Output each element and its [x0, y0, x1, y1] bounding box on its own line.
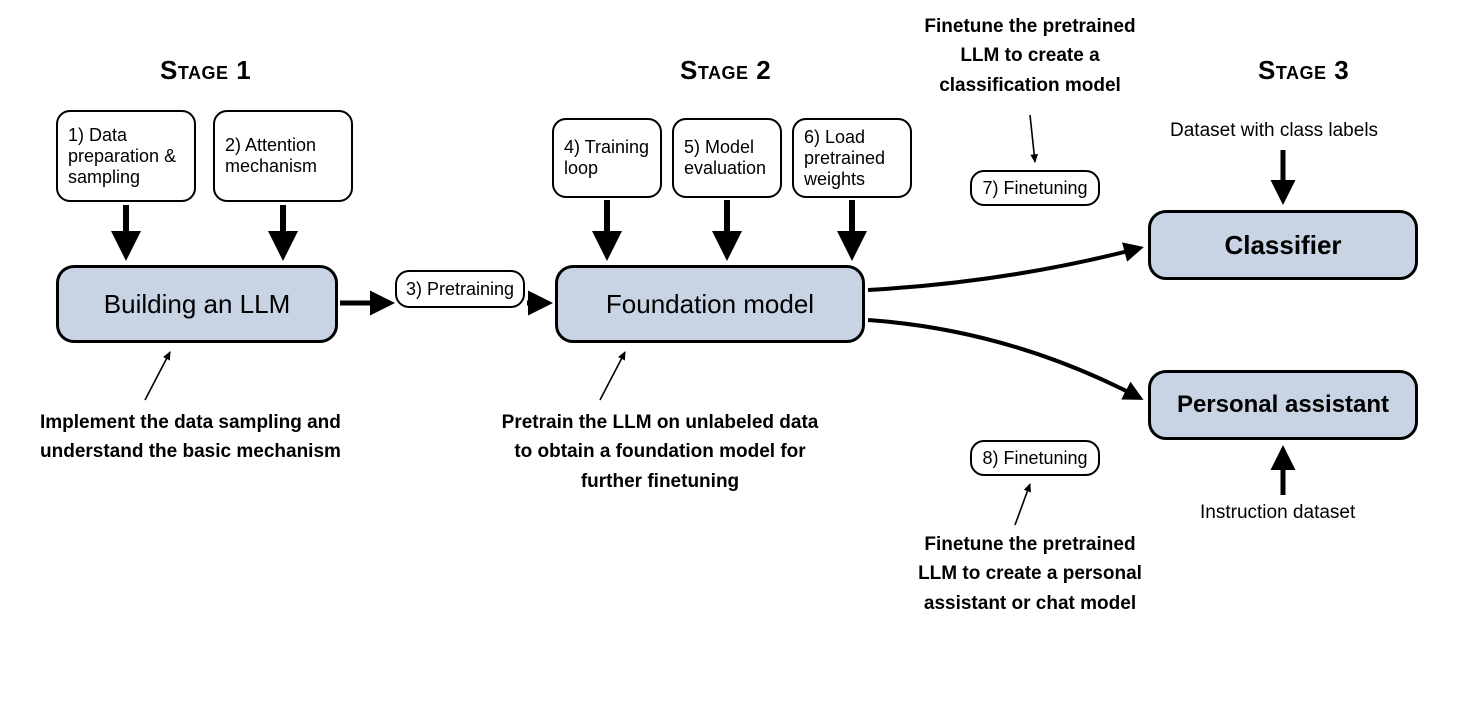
finetuning7-box: 7) Finetuning — [970, 170, 1100, 206]
training-loop-box: 4) Training loop — [552, 118, 662, 198]
building-llm-box: Building an LLM — [56, 265, 338, 343]
finetuning8-box: 8) Finetuning — [970, 440, 1100, 476]
attention-box: 2) Attention mechanism — [213, 110, 353, 202]
instruction-dataset-label: Instruction dataset — [1200, 502, 1355, 524]
classifier-label: Classifier — [1224, 230, 1341, 261]
stage2-title: Stage 2 — [680, 55, 771, 86]
data-prep-label: 1) Data preparation & sampling — [68, 125, 184, 188]
attention-label: 2) Attention mechanism — [225, 135, 341, 177]
finetune8-annotation: Finetune the pretrained LLM to create a … — [905, 530, 1155, 618]
stage2-annotation: Pretrain the LLM on unlabeled data to ob… — [500, 408, 820, 496]
finetuning8-label: 8) Finetuning — [982, 448, 1087, 469]
arrows-overlay — [0, 0, 1466, 710]
model-eval-label: 5) Model evaluation — [684, 137, 770, 179]
personal-assistant-label: Personal assistant — [1177, 391, 1389, 419]
personal-assistant-box: Personal assistant — [1148, 370, 1418, 440]
pretraining-box: 3) Pretraining — [395, 270, 525, 308]
finetuning7-label: 7) Finetuning — [982, 178, 1087, 199]
classifier-box: Classifier — [1148, 210, 1418, 280]
building-llm-label: Building an LLM — [104, 289, 290, 320]
pretraining-label: 3) Pretraining — [406, 279, 514, 300]
data-prep-box: 1) Data preparation & sampling — [56, 110, 196, 202]
model-eval-box: 5) Model evaluation — [672, 118, 782, 198]
load-weights-box: 6) Load pretrained weights — [792, 118, 912, 198]
finetune7-annotation: Finetune the pretrained LLM to create a … — [905, 12, 1155, 100]
dataset-class-label: Dataset with class labels — [1170, 120, 1378, 142]
stage1-annotation: Implement the data sampling and understa… — [40, 408, 370, 467]
stage1-title: Stage 1 — [160, 55, 251, 86]
stage3-title: Stage 3 — [1258, 55, 1349, 86]
training-loop-label: 4) Training loop — [564, 137, 650, 179]
load-weights-label: 6) Load pretrained weights — [804, 127, 900, 190]
foundation-model-box: Foundation model — [555, 265, 865, 343]
foundation-model-label: Foundation model — [606, 289, 814, 320]
